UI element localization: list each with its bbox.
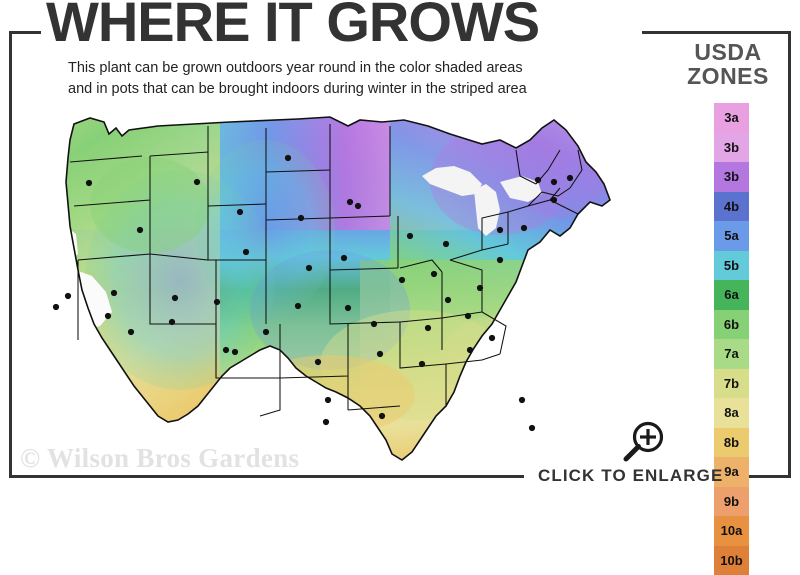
legend-swatch-label: 7a <box>724 346 738 361</box>
legend-swatch-label: 6a <box>724 287 738 302</box>
legend-swatch-zone-6b-7: 6b <box>714 310 749 340</box>
subtitle-line-1: This plant can be grown outdoors year ro… <box>68 58 628 79</box>
legend-heading-line-2: ZONES <box>672 64 784 88</box>
legend-swatch-label: 9a <box>724 464 738 479</box>
legend-swatch-label: 8a <box>724 405 738 420</box>
legend-heading-line-1: USDA <box>672 40 784 64</box>
legend-swatch-label: 5a <box>724 228 738 243</box>
card-border-right <box>788 31 791 478</box>
watermark: © Wilson Bros Gardens <box>20 443 299 474</box>
magnifier-plus-icon[interactable] <box>620 418 668 466</box>
legend-swatch-label: 8b <box>724 435 739 450</box>
legend-swatch-label: 3b <box>724 169 739 184</box>
legend-heading: USDA ZONES <box>672 40 784 88</box>
card-border-left <box>9 31 12 478</box>
page-title: WHERE IT GROWS <box>46 0 539 50</box>
legend-swatch-label: 6b <box>724 317 739 332</box>
legend-swatch-label: 9b <box>724 494 739 509</box>
card-border-bottom-right <box>748 475 791 478</box>
legend-swatch-label: 10b <box>720 553 742 568</box>
legend-swatch-zone-7b-9: 7b <box>714 369 749 399</box>
card-border-top-left <box>9 31 41 34</box>
legend-swatch-label: 4b <box>724 199 739 214</box>
legend-swatch-zone-3b-1: 3b <box>714 133 749 163</box>
click-to-enlarge-label[interactable]: CLICK TO ENLARGE <box>538 466 723 486</box>
legend-swatch-zone-8b-11: 8b <box>714 428 749 458</box>
where-it-grows-card[interactable]: WHERE IT GROWS This plant can be grown o… <box>0 0 800 500</box>
legend-swatch-zone-9b-13: 9b <box>714 487 749 517</box>
legend-swatch-zone-7a-8: 7a <box>714 339 749 369</box>
legend-swatch-label: 10a <box>721 523 743 538</box>
legend-swatch-zone-8a-10: 8a <box>714 398 749 428</box>
usda-zone-legend: 3a 3b 3b 4b 5a 5b 6a 6b 7a 7b 8a 8b 9a 9b 10a 10b <box>714 103 749 575</box>
card-border-top-right <box>642 31 791 34</box>
legend-swatch-zone-6a-6: 6a <box>714 280 749 310</box>
legend-swatch-zone-4b-3: 4b <box>714 192 749 222</box>
card-border-bottom-left <box>9 475 524 478</box>
subtitle-text: This plant can be grown outdoors year ro… <box>68 58 628 100</box>
legend-swatch-zone-3b-2: 3b <box>714 162 749 192</box>
legend-swatch-label: 5b <box>724 258 739 273</box>
subtitle-line-2: and in pots that can be brought indoors … <box>68 79 628 100</box>
magnifier-svg <box>620 418 668 466</box>
map-svg <box>30 110 660 470</box>
legend-swatch-zone-10a-14: 10a <box>714 516 749 546</box>
legend-swatch-label: 7b <box>724 376 739 391</box>
zone-color-wash <box>30 110 660 470</box>
legend-swatch-label: 3b <box>724 140 739 155</box>
legend-swatch-label: 3a <box>724 110 738 125</box>
legend-swatch-zone-5b-5: 5b <box>714 251 749 281</box>
legend-swatch-zone-3a-0: 3a <box>714 103 749 133</box>
legend-swatch-zone-10b-15: 10b <box>714 546 749 575</box>
legend-swatch-zone-5a-4: 5a <box>714 221 749 251</box>
usda-zone-map[interactable] <box>30 110 660 470</box>
